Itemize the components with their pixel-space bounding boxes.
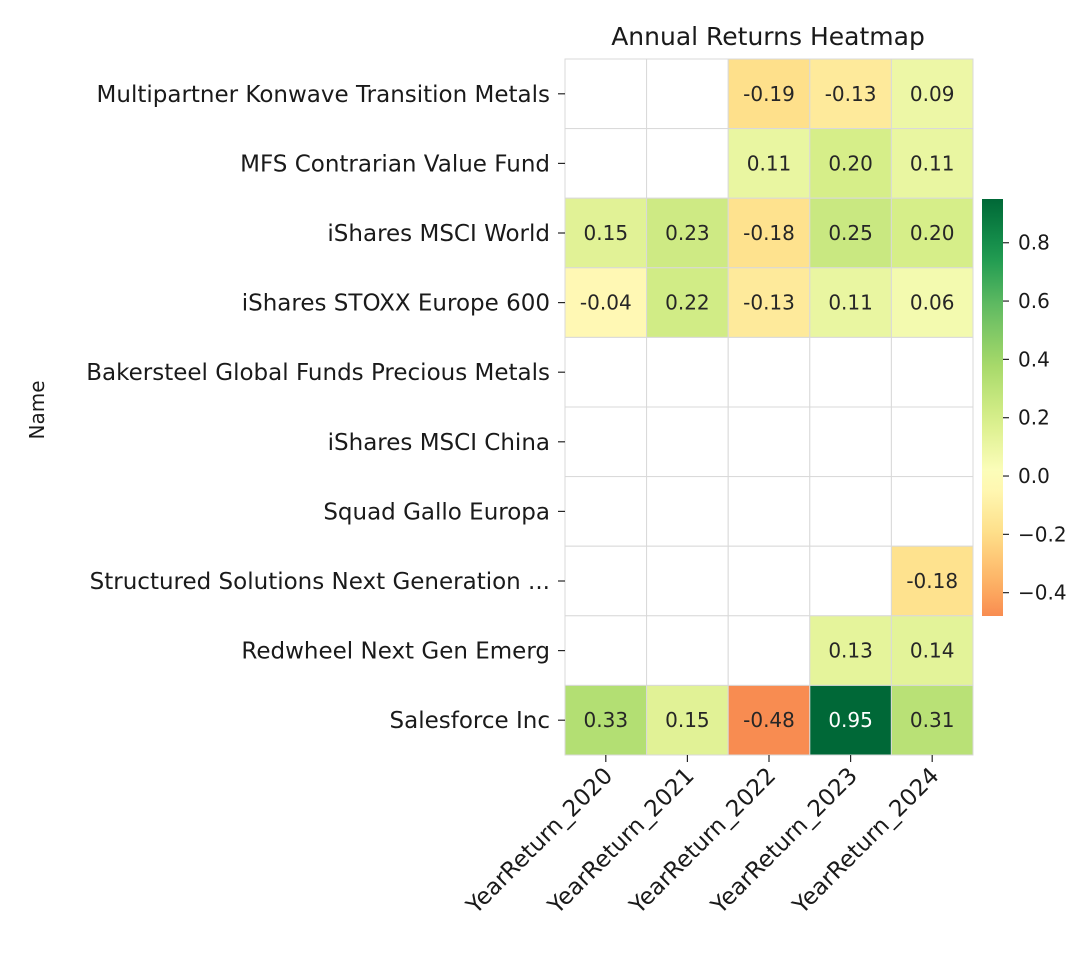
row-label: iShares MSCI China — [328, 430, 550, 456]
colorbar: −0.4 −0.2 0.0 0.2 0.4 0.6 0.8 — [982, 199, 1067, 616]
heatmap-cell — [564, 336, 648, 408]
cell-value-label: -0.19 — [743, 82, 795, 106]
row-label: Multipartner Konwave Transition Metals — [97, 82, 550, 108]
heatmap-cell — [727, 476, 811, 547]
row-label: iShares MSCI World — [327, 221, 550, 247]
heatmap-cell — [727, 58, 811, 130]
row-label: Squad Gallo Europa — [323, 499, 550, 525]
cell-value-label: 0.11 — [828, 291, 873, 315]
heatmap-cell — [564, 545, 648, 617]
heatmap-cell — [809, 128, 892, 199]
cell-value-label: 0.15 — [584, 221, 629, 245]
cell-value-label: -0.13 — [825, 82, 877, 106]
colorbar-tick-label: 0.4 — [1018, 347, 1050, 371]
heatmap-cell — [727, 267, 811, 338]
colorbar-tick-label: 0.8 — [1018, 231, 1050, 255]
heatmap-cell — [809, 545, 892, 617]
heatmap-cell — [809, 267, 892, 338]
cell-value-label: 0.23 — [665, 221, 710, 245]
heatmap-cell — [564, 684, 648, 756]
cell-value-label: -0.04 — [580, 291, 632, 315]
heatmap-cell — [564, 476, 648, 547]
cell-value-label: 0.25 — [828, 221, 873, 245]
heatmap-cell — [890, 545, 974, 617]
heatmap-cells — [564, 58, 974, 756]
heatmap-cell — [809, 476, 892, 547]
cell-value-label: -0.18 — [906, 569, 958, 593]
heatmap-cell — [564, 406, 648, 478]
heatmap-cell — [890, 476, 974, 547]
heatmap-cell — [727, 336, 811, 408]
heatmap-cell — [646, 128, 729, 199]
heatmap-cell — [646, 545, 729, 617]
cell-value-label: 0.33 — [584, 708, 629, 732]
cell-value-label: 0.06 — [910, 291, 955, 315]
cell-value-label: 0.14 — [910, 639, 955, 663]
heatmap-cell — [890, 406, 974, 478]
heatmap-cell — [809, 197, 892, 269]
heatmap-cell — [727, 406, 811, 478]
heatmap-cell — [564, 615, 648, 686]
heatmap-cell — [809, 684, 892, 756]
heatmap-cell — [564, 58, 648, 130]
heatmap-cell — [564, 267, 648, 338]
heatmap-cell — [809, 336, 892, 408]
heatmap-cell — [727, 615, 811, 686]
cell-value-label: 0.31 — [910, 708, 955, 732]
cell-value-label: -0.18 — [743, 221, 795, 245]
heatmap-cell — [809, 615, 892, 686]
row-label: Structured Solutions Next Generation ... — [90, 569, 550, 595]
colorbar-gradient — [982, 199, 1003, 616]
cell-value-label: -0.48 — [743, 708, 795, 732]
heatmap-cell — [890, 336, 974, 408]
row-label: Salesforce Inc — [390, 708, 550, 734]
heatmap-cell — [727, 197, 811, 269]
cell-value-label: 0.11 — [747, 151, 792, 175]
row-label: MFS Contrarian Value Fund — [240, 151, 550, 177]
cell-value-label: 0.09 — [910, 82, 955, 106]
y-axis-label: Name — [25, 380, 49, 439]
heatmap-cell — [564, 128, 648, 199]
row-label: iShares STOXX Europe 600 — [242, 291, 550, 317]
heatmap-cell — [890, 128, 974, 199]
heatmap-cell — [646, 197, 729, 269]
heatmap-cell — [646, 684, 729, 756]
cell-value-label: 0.20 — [828, 151, 873, 175]
row-tick-labels: Multipartner Konwave Transition Metals MF… — [86, 82, 565, 734]
colorbar-tick-label: 0.0 — [1018, 464, 1050, 488]
chart-title: Annual Returns Heatmap — [611, 22, 925, 51]
cell-value-label: 0.11 — [910, 151, 955, 175]
heatmap-cell — [890, 197, 974, 269]
heatmap-cell — [646, 58, 729, 130]
heatmap-cell — [646, 267, 729, 338]
cell-value-label: 0.22 — [665, 291, 710, 315]
heatmap-cell — [646, 615, 729, 686]
cell-value-label: 0.13 — [828, 639, 873, 663]
heatmap-cell — [809, 406, 892, 478]
colorbar-tick-label: 0.6 — [1018, 289, 1050, 313]
heatmap-cell — [727, 128, 811, 199]
heatmap-cell — [646, 476, 729, 547]
heatmap-cell — [646, 406, 729, 478]
cell-value-label: 0.20 — [910, 221, 955, 245]
cell-value-label: 0.95 — [828, 708, 873, 732]
cell-value-label: 0.15 — [665, 708, 710, 732]
heatmap-cell — [890, 684, 974, 756]
colorbar-tick-label: 0.2 — [1018, 406, 1050, 430]
heatmap-cell — [727, 684, 811, 756]
colorbar-tick-label: −0.2 — [1018, 522, 1067, 546]
row-label: Bakersteel Global Funds Precious Metals — [86, 360, 550, 386]
heatmap-cell-labels: -0.19 -0.13 0.09 0.11 0.20 0.11 0.15 0.23 -0.18 0… — [580, 82, 958, 732]
heatmap-cell — [890, 615, 974, 686]
row-label: Redwheel Next Gen Emerg — [241, 639, 550, 665]
cell-value-label: -0.13 — [743, 291, 795, 315]
heatmap-cell — [646, 336, 729, 408]
colorbar-tick-label: −0.4 — [1018, 581, 1067, 605]
heatmap-cell — [890, 267, 974, 338]
heatmap-cell — [727, 545, 811, 617]
